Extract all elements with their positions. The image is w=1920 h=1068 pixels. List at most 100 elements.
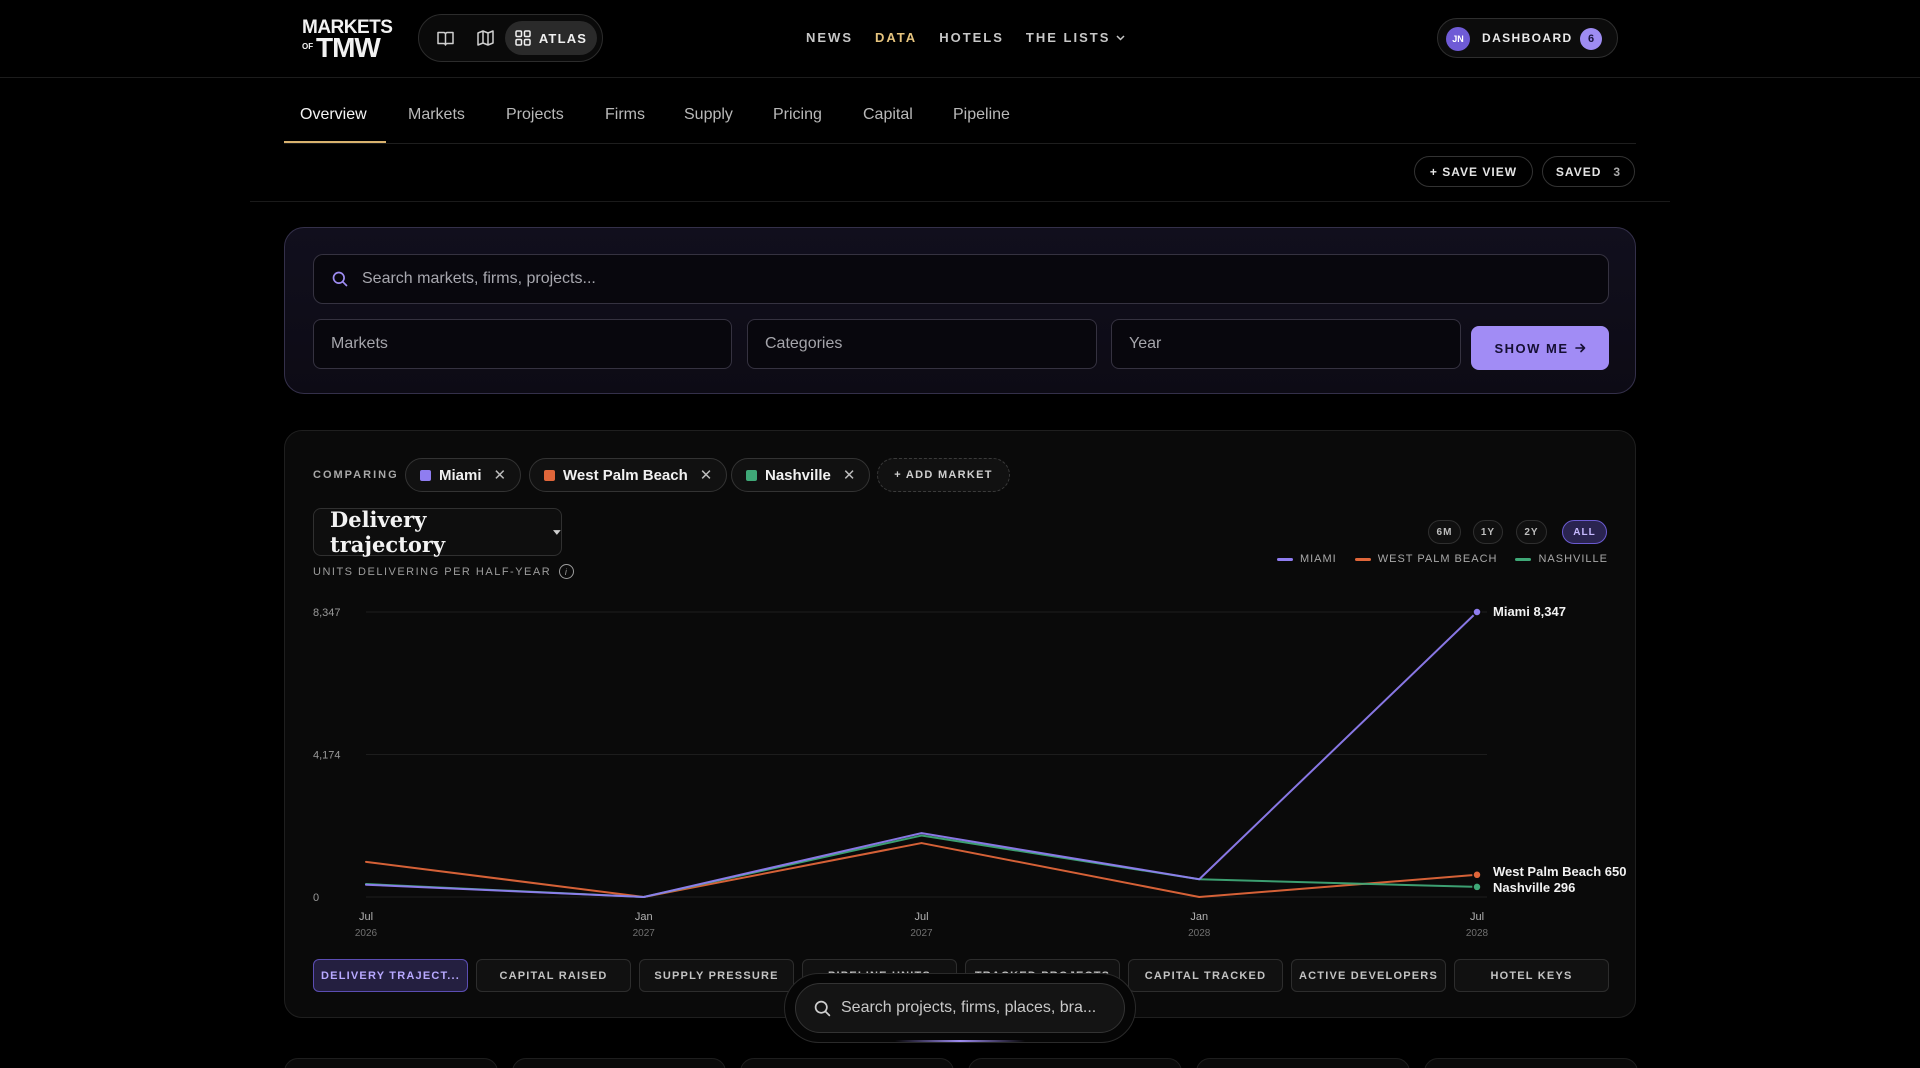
legend-item: NASHVILLE bbox=[1515, 553, 1608, 565]
atlas-view-button[interactable]: ATLAS bbox=[505, 21, 597, 55]
tab-markets[interactable]: Markets bbox=[408, 106, 465, 123]
summary-card bbox=[1424, 1058, 1638, 1068]
year-placeholder: Year bbox=[1129, 335, 1162, 352]
logo-line-1: MARKETS bbox=[302, 17, 393, 38]
x-tick-label: Jul bbox=[914, 911, 928, 923]
comparison-chart-card: COMPARING Miami ✕ West Palm Beach ✕ Nash… bbox=[284, 430, 1636, 1018]
legend-label: WEST PALM BEACH bbox=[1377, 553, 1498, 565]
summary-card bbox=[968, 1058, 1182, 1068]
line-chart: 8,347 4,174 0 Jul 2026 Jan 2027 Jul 2027 Jan 2028 J… bbox=[313, 604, 1626, 939]
market-chip-label: Miami bbox=[439, 466, 482, 484]
metric-subtitle: UNITS DELIVERING PER HALF-YEAR i bbox=[313, 564, 575, 579]
book-view-button[interactable] bbox=[427, 21, 463, 55]
market-chip-miami[interactable]: Miami ✕ bbox=[405, 458, 522, 492]
floating-search-bar: Search projects, firms, places, bra... bbox=[784, 973, 1136, 1043]
show-me-label: SHOW ME bbox=[1494, 340, 1569, 356]
market-chip-label: West Palm Beach bbox=[563, 466, 688, 484]
x-tick-year: 2026 bbox=[355, 928, 378, 939]
series-end-label: Nashville 296 bbox=[1493, 880, 1575, 895]
market-chip-nashville[interactable]: Nashville ✕ bbox=[731, 458, 871, 492]
range-all[interactable]: ALL bbox=[1562, 520, 1607, 544]
summary-card bbox=[1196, 1058, 1410, 1068]
tab-supply[interactable]: Supply bbox=[684, 106, 733, 123]
logo-line-2: OF bbox=[302, 42, 314, 51]
range-6m[interactable]: 6M bbox=[1428, 520, 1461, 544]
x-tick-label: Jan bbox=[1190, 911, 1208, 923]
search-glow bbox=[895, 1040, 1025, 1042]
west-palm-beach-swatch bbox=[544, 469, 555, 481]
section-tabs: Overview Markets Projects Firms Supply P… bbox=[284, 98, 1636, 144]
metric-tab-capital-raised[interactable]: CAPITAL RAISED bbox=[476, 959, 631, 992]
tab-pricing[interactable]: Pricing bbox=[773, 106, 822, 123]
close-icon[interactable]: ✕ bbox=[842, 467, 856, 484]
metric-tab-capital-tracked[interactable]: CAPITAL TRACKED bbox=[1128, 959, 1283, 992]
x-tick-label: Jul bbox=[1470, 911, 1484, 923]
y-tick-label: 0 bbox=[313, 892, 319, 904]
metric-dropdown[interactable]: Delivery trajectory bbox=[313, 507, 562, 557]
summary-card bbox=[740, 1058, 954, 1068]
metric-tab-supply-pressure[interactable]: SUPPLY PRESSURE bbox=[639, 959, 794, 992]
save-view-button[interactable]: + SAVE VIEW bbox=[1414, 156, 1533, 187]
saved-label: SAVED bbox=[1555, 164, 1602, 179]
summary-card bbox=[512, 1058, 726, 1068]
series-end-label: Miami 8,347 bbox=[1493, 604, 1566, 619]
avatar: JN bbox=[1446, 27, 1470, 51]
y-tick-label: 4,174 bbox=[313, 750, 341, 762]
add-market-button[interactable]: + ADD MARKET bbox=[877, 458, 1010, 492]
market-chip-west-palm-beach[interactable]: West Palm Beach ✕ bbox=[529, 458, 728, 492]
search-icon bbox=[332, 271, 348, 287]
show-me-button[interactable]: SHOW ME bbox=[1471, 326, 1609, 370]
series-end-point bbox=[1472, 870, 1482, 880]
year-select[interactable]: Year bbox=[1111, 319, 1461, 369]
search-icon bbox=[814, 1000, 831, 1017]
tab-firms[interactable]: Firms bbox=[605, 106, 645, 123]
range-2y[interactable]: 2Y bbox=[1516, 520, 1547, 544]
legend-swatch bbox=[1354, 557, 1371, 561]
dashboard-button[interactable]: JN DASHBOARD 6 bbox=[1437, 18, 1618, 58]
legend-swatch bbox=[1515, 557, 1532, 561]
metric-tab-delivery-trajectory[interactable]: DELIVERY TRAJECT... bbox=[313, 959, 468, 992]
floating-search-input[interactable]: Search projects, firms, places, bra... bbox=[795, 983, 1125, 1033]
series-end-point bbox=[1472, 882, 1482, 892]
summary-card bbox=[284, 1058, 498, 1068]
metric-tab-hotel-keys[interactable]: HOTEL KEYS bbox=[1454, 959, 1609, 992]
book-icon bbox=[436, 31, 454, 46]
saved-count: 3 bbox=[1613, 164, 1622, 179]
info-icon[interactable]: i bbox=[559, 564, 575, 579]
dashboard-label: DASHBOARD bbox=[1482, 31, 1573, 45]
comparing-label: COMPARING bbox=[313, 469, 399, 481]
metric-tabs: DELIVERY TRAJECT... CAPITAL RAISED SUPPL… bbox=[313, 959, 1609, 993]
miami-swatch bbox=[420, 469, 431, 481]
nav-the-lists-label: THE LISTS bbox=[1025, 30, 1111, 45]
nav-the-lists[interactable]: THE LISTS bbox=[1026, 30, 1125, 45]
x-tick-year: 2027 bbox=[633, 928, 656, 939]
series-line-west-palm-beach bbox=[365, 842, 1478, 898]
markets-placeholder: Markets bbox=[331, 335, 388, 352]
top-nav: NEWS DATA HOTELS THE LISTS bbox=[806, 30, 1147, 45]
metric-subtitle-text: UNITS DELIVERING PER HALF-YEAR bbox=[313, 565, 552, 578]
categories-select[interactable]: Categories bbox=[747, 319, 1097, 369]
floating-search-placeholder: Search projects, firms, places, bra... bbox=[841, 999, 1097, 1016]
market-chip-label: Nashville bbox=[765, 466, 831, 484]
close-icon[interactable]: ✕ bbox=[699, 467, 713, 484]
saved-views-button[interactable]: SAVED 3 bbox=[1542, 156, 1635, 187]
arrow-right-icon bbox=[1574, 343, 1585, 353]
markets-select[interactable]: Markets bbox=[313, 319, 732, 369]
close-icon[interactable]: ✕ bbox=[493, 467, 507, 484]
search-input[interactable]: Search markets, firms, projects... bbox=[313, 254, 1609, 304]
search-panel: Search markets, firms, projects... Marke… bbox=[284, 227, 1636, 394]
view-switcher: ATLAS bbox=[418, 14, 603, 62]
range-1y[interactable]: 1Y bbox=[1473, 520, 1503, 544]
nav-hotels[interactable]: HOTELS bbox=[939, 30, 1004, 45]
categories-placeholder: Categories bbox=[765, 335, 843, 352]
tab-projects[interactable]: Projects bbox=[506, 106, 564, 123]
tab-pipeline[interactable]: Pipeline bbox=[953, 106, 1010, 123]
tab-overview[interactable]: Overview bbox=[300, 106, 367, 123]
metric-tab-active-developers[interactable]: ACTIVE DEVELOPERS bbox=[1291, 959, 1446, 992]
legend-item: MIAMI bbox=[1276, 553, 1337, 565]
tab-capital[interactable]: Capital bbox=[863, 106, 913, 123]
site-logo[interactable]: MARKETS OF TMW bbox=[302, 17, 394, 62]
nav-data[interactable]: DATA bbox=[875, 30, 918, 45]
map-view-button[interactable] bbox=[467, 21, 503, 55]
nav-news[interactable]: NEWS bbox=[806, 30, 853, 45]
